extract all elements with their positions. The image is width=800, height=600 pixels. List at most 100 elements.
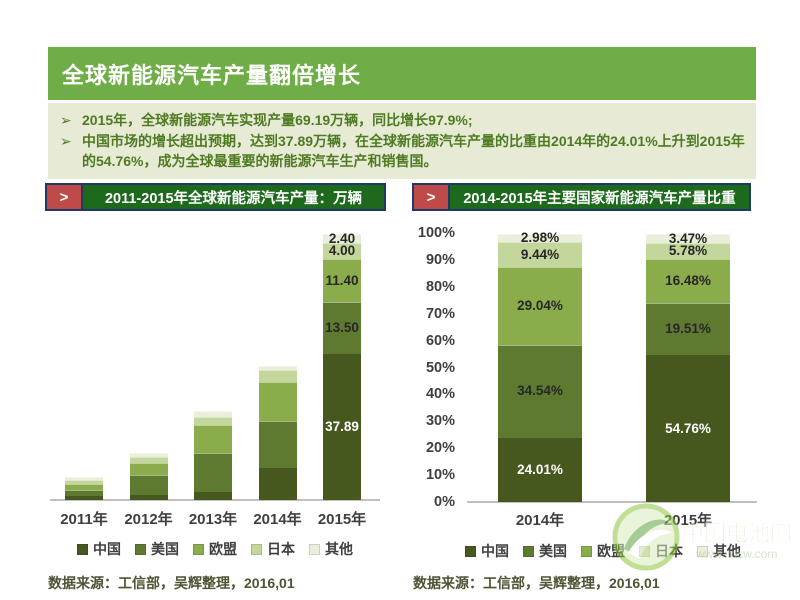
bar-segment-中国 — [258, 467, 297, 500]
y-axis-tick-label: 70% — [425, 305, 455, 322]
data-label: 11.40 — [325, 272, 359, 288]
legend-label: 其他 — [325, 541, 353, 557]
data-label: 29.04% — [517, 298, 563, 314]
y-axis-tick-label: 40% — [425, 386, 455, 403]
page-title: 全球新能源汽车产量翻倍增长 — [62, 62, 362, 88]
left-chart-title: 2011-2015年全球新能源汽车产量：万辆 — [104, 190, 363, 207]
bar-segment-欧盟 — [65, 484, 103, 490]
bar-segment-中国 — [498, 437, 582, 502]
left-source-note: 数据来源：工信部，吴辉整理，2016,01 — [48, 575, 295, 591]
legend-label: 其他 — [713, 543, 741, 559]
legend-swatch-icon — [251, 543, 262, 555]
bar-segment-欧盟 — [129, 462, 168, 475]
legend-swatch-icon — [77, 543, 88, 555]
bar-segment-欧盟 — [646, 258, 730, 303]
y-axis-tick-label: 0% — [434, 494, 455, 510]
bullet-text: 2015年，全球新能源汽车实现产量69.19万辆，同比增长97.9%; — [82, 112, 473, 128]
x-axis-category-label: 2014年 — [515, 512, 565, 529]
data-label: 19.51% — [665, 321, 711, 337]
x-axis-category-label: 2015年 — [317, 511, 367, 528]
chevron-right-icon: > — [414, 185, 450, 209]
legend-swatch-icon — [523, 545, 534, 557]
data-label: 54.76% — [665, 420, 711, 436]
bullet-item: ➢ 2015年，全球新能源汽车实现产量69.19万辆，同比增长97.9%; — [60, 110, 746, 131]
legend-label: 美国 — [539, 543, 567, 559]
bar-segment-欧盟 — [258, 382, 297, 422]
watermark-logo: 中国电池网 www.itdcw.com — [612, 503, 792, 571]
bar-segment-其他 — [258, 365, 297, 370]
logo-swoosh-icon — [628, 529, 672, 559]
bar-segment-日本 — [258, 369, 297, 383]
right-source-note: 数据来源：工信部，吴辉整理，2016,01 — [413, 575, 660, 591]
legend-item-其他: 其他 — [697, 541, 741, 561]
data-label: 37.89 — [325, 419, 359, 435]
bar-segment-其他 — [646, 234, 730, 244]
y-axis-tick-label: 100% — [417, 225, 455, 241]
bar-segment-其他 — [323, 234, 361, 244]
data-label: 16.48% — [665, 272, 711, 288]
bar-segment-中国 — [194, 491, 232, 500]
bar-segment-美国 — [65, 490, 103, 497]
bullet-item: ➢ 中国市场的增长超出预期，达到37.89万辆，在全球新能源汽车产量的比重由20… — [60, 131, 746, 172]
summary-box: ➢ 2015年，全球新能源汽车实现产量69.19万辆，同比增长97.9%; ➢ … — [48, 103, 756, 179]
x-axis-category-label: 2011年 — [60, 511, 108, 528]
y-axis-tick-label: 30% — [425, 413, 455, 430]
data-label: 34.54% — [517, 383, 563, 399]
data-label: 24.01% — [517, 461, 563, 477]
data-label: 2.98% — [520, 229, 560, 245]
bar-segment-中国 — [323, 354, 361, 500]
watermark-url: www.itdcw.com — [695, 547, 777, 561]
bar-segment-美国 — [498, 345, 582, 438]
y-axis-tick-label: 20% — [425, 440, 455, 457]
legend-swatch-icon — [135, 543, 146, 555]
bar-segment-美国 — [646, 302, 730, 356]
bar-segment-中国 — [129, 495, 168, 500]
bar-segment-美国 — [323, 302, 361, 355]
bar-segment-日本 — [323, 243, 361, 259]
right-chart-title: 2014-2015年主要国家新能源汽车产量比重 — [463, 190, 736, 207]
legend-item-欧盟: 欧盟 — [193, 539, 237, 559]
bar-segment-日本 — [646, 243, 730, 259]
y-axis-tick-label: 10% — [425, 467, 455, 484]
bar-segment-日本 — [194, 416, 232, 426]
legend-label: 中国 — [93, 541, 121, 557]
legend-label: 中国 — [481, 543, 509, 559]
legend-label: 日本 — [267, 541, 295, 557]
legend-swatch-icon — [697, 545, 708, 557]
data-label: 2.40 — [328, 230, 356, 246]
legend-label: 欧盟 — [209, 541, 237, 557]
bullet-arrow-icon: ➢ — [60, 112, 72, 128]
bar-segment-欧盟 — [498, 267, 582, 346]
y-axis-tick-label: 90% — [425, 251, 455, 268]
bar-segment-其他 — [498, 233, 582, 242]
y-axis-tick-label: 50% — [425, 359, 455, 376]
x-axis-category-label: 2013年 — [188, 511, 238, 528]
legend-swatch-icon — [581, 545, 592, 557]
legend-item-日本: 日本 — [251, 539, 295, 559]
data-label: 9.44% — [520, 246, 560, 262]
watermark-name: 中国电池网 — [682, 521, 792, 546]
bar-segment-欧盟 — [194, 425, 232, 454]
bar-segment-其他 — [65, 476, 103, 480]
bar-segment-日本 — [498, 241, 582, 268]
legend-item-美国: 美国 — [523, 541, 567, 561]
bar-segment-欧盟 — [323, 258, 361, 303]
bar-segment-日本 — [129, 457, 168, 463]
legend-swatch-icon — [465, 545, 476, 557]
bar-segment-中国 — [646, 355, 730, 502]
y-axis-tick-label: 60% — [425, 332, 455, 349]
bar-segment-其他 — [129, 453, 168, 458]
left-chart-title-bar: > 2011-2015年全球新能源汽车产量：万辆 — [45, 183, 386, 211]
bar-segment-中国 — [65, 496, 103, 500]
bullet-arrow-icon: ➢ — [60, 132, 72, 149]
legend-item-其他: 其他 — [309, 539, 353, 559]
right-chart-title-bar: > 2014-2015年主要国家新能源汽车产量比重 — [412, 183, 751, 211]
legend-item-美国: 美国 — [135, 539, 179, 559]
bar-segment-其他 — [194, 411, 232, 417]
chart-legend: 中国 美国 欧盟 日本 其他 — [50, 539, 380, 559]
legend-label: 美国 — [151, 541, 179, 557]
x-axis-line — [50, 499, 380, 501]
